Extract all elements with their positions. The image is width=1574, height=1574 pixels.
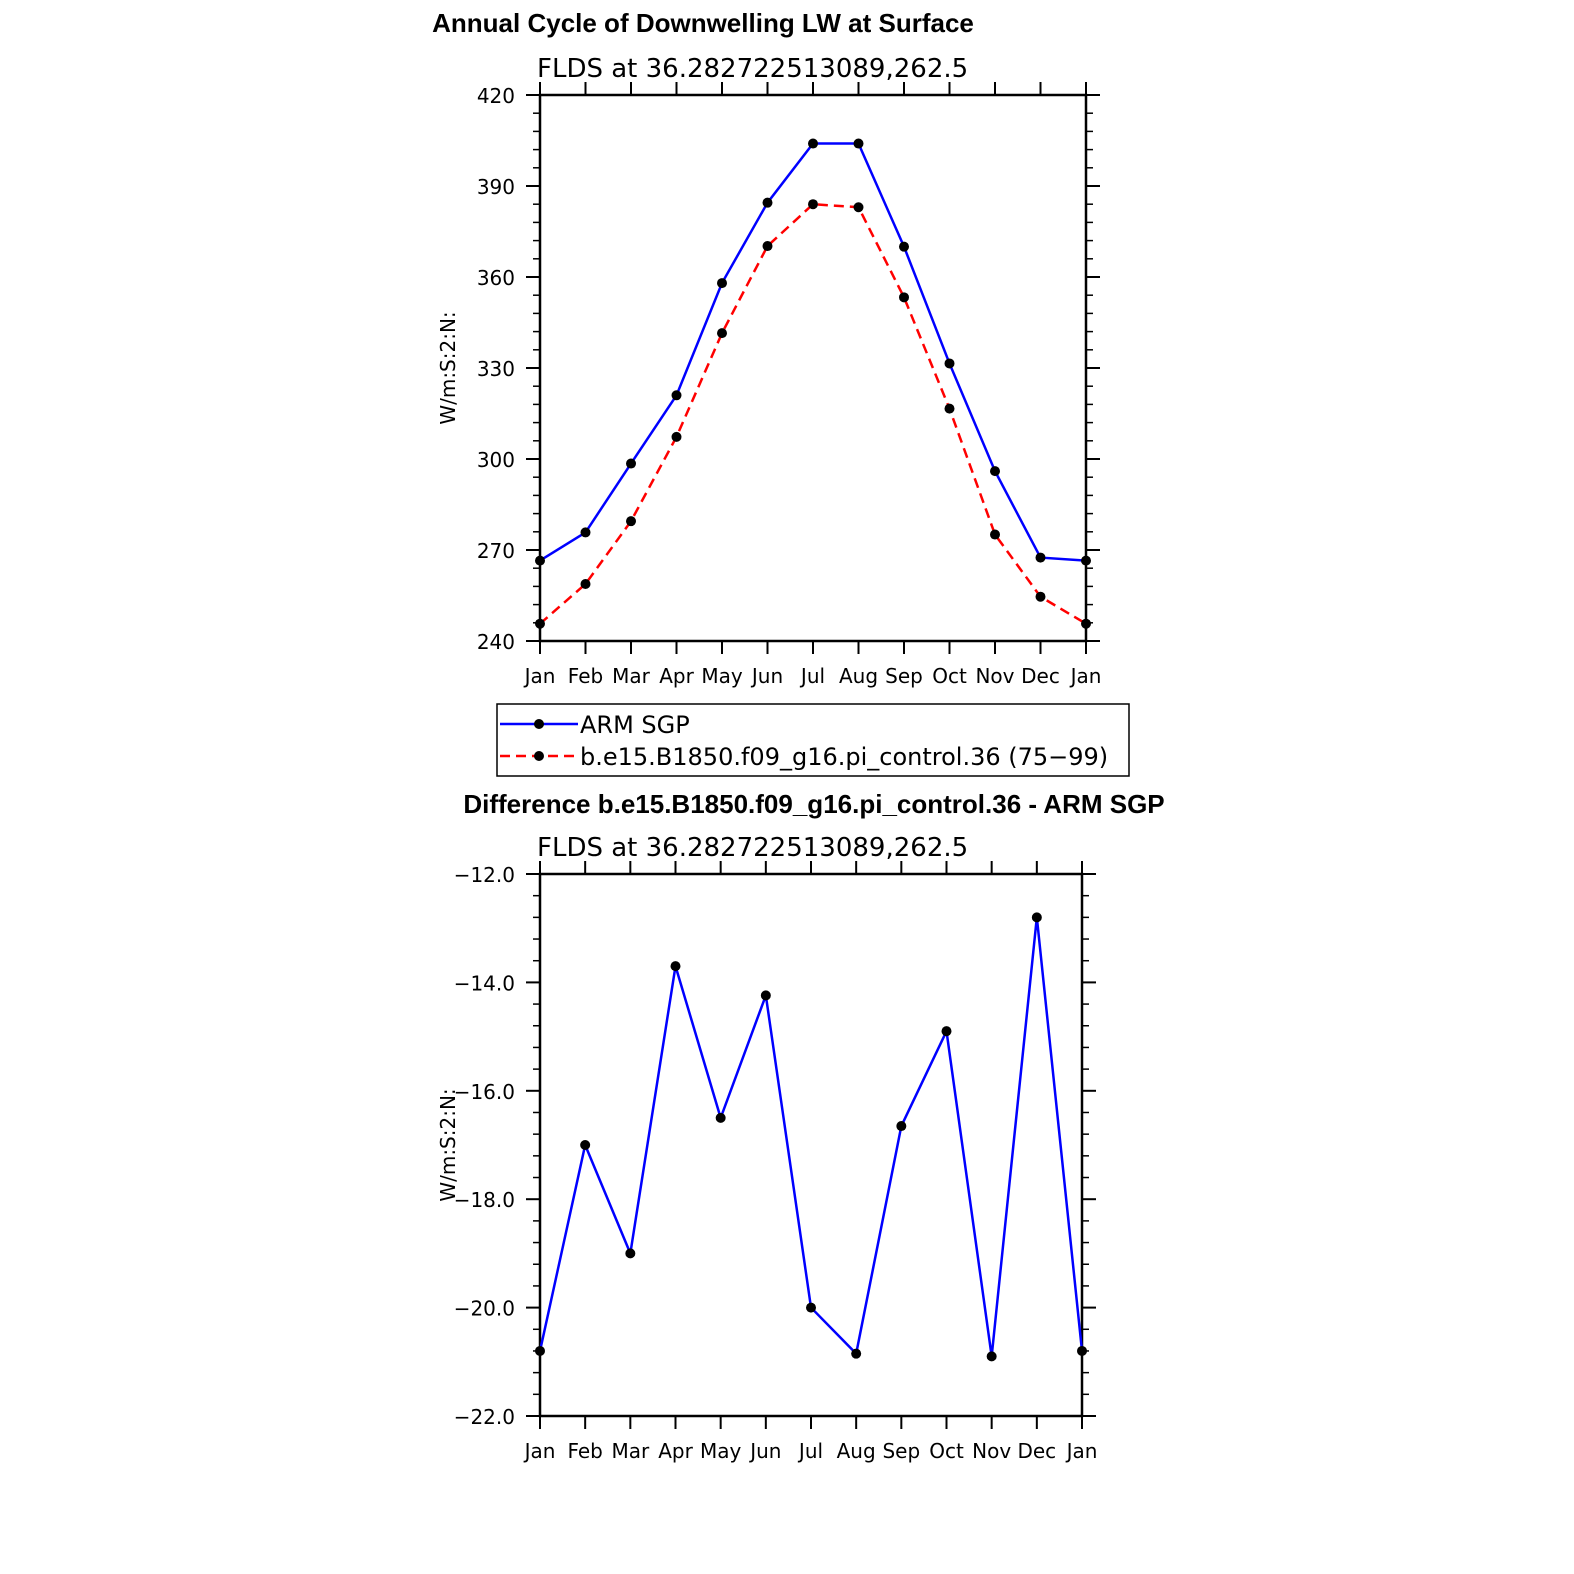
data-point [990, 466, 1000, 477]
data-point [717, 278, 727, 289]
data-point [986, 1351, 997, 1362]
data-point [535, 555, 545, 566]
data-point [671, 431, 682, 442]
data-point [670, 961, 681, 972]
chart-title-annual-cycle: Annual Cycle of Downwelling LW at Surfac… [432, 8, 974, 38]
data-point [715, 1112, 726, 1123]
x-tick-label: Oct [929, 1439, 964, 1463]
data-point [580, 578, 591, 589]
data-point [944, 403, 955, 414]
y-tick-label: −20.0 [454, 1297, 515, 1321]
data-point [762, 241, 773, 252]
x-tick-label: Nov [975, 664, 1014, 688]
x-tick-label: Sep [882, 1439, 920, 1463]
data-point [535, 1345, 545, 1356]
data-point [899, 292, 909, 303]
y-axis-label: W/m:S:2:N: [436, 311, 460, 424]
y-tick-label: 390 [477, 175, 515, 199]
x-tick-label: Jan [1069, 664, 1102, 688]
y-tick-label: −12.0 [454, 863, 515, 887]
y-tick-label: −22.0 [454, 1405, 515, 1429]
x-tick-label: May [700, 1439, 742, 1463]
chart-title-difference: Difference b.e15.B1850.f09_g16.pi_contro… [463, 789, 1165, 819]
data-point [760, 990, 771, 1001]
data-point [671, 390, 682, 401]
data-point [762, 197, 773, 208]
x-tick-label: Jun [750, 664, 783, 688]
x-tick-label: Jan [523, 1439, 556, 1463]
series-line-2 [539, 202, 1087, 625]
data-point [1081, 555, 1091, 566]
x-tick-label: Jun [748, 1439, 781, 1463]
data-point [580, 1140, 591, 1150]
series-line-1 [538, 917, 1084, 1357]
legend-swatch-marker [534, 751, 544, 761]
legend-swatch-marker [534, 719, 544, 729]
legend: ARM SGP b.e15.B1850.f09_g16.pi_control.36… [496, 703, 1130, 777]
y-tick-label: 360 [477, 266, 515, 290]
y-tick-label: −16.0 [454, 1080, 515, 1104]
y-tick-label: 300 [477, 448, 515, 472]
data-point [896, 1121, 907, 1132]
data-point [941, 1026, 952, 1037]
y-tick-label: −18.0 [454, 1188, 515, 1212]
x-tick-label: Mar [612, 664, 651, 688]
data-point [1031, 912, 1042, 923]
data-point [944, 358, 955, 369]
data-point [1077, 1345, 1087, 1356]
data-point [626, 516, 636, 527]
data-point [853, 138, 864, 149]
data-point [535, 618, 545, 629]
data-point [626, 458, 636, 469]
data-point [1081, 618, 1091, 629]
data-point [1035, 552, 1046, 563]
y-tick-label: 270 [477, 539, 515, 563]
x-tick-label: Mar [611, 1439, 650, 1463]
data-point [851, 1348, 862, 1359]
data-point [1035, 591, 1046, 602]
chart-subtitle: FLDS at 36.282722513089,262.5 [537, 54, 968, 84]
x-tick-label: Dec [1021, 664, 1060, 688]
x-tick-label: Feb [567, 1439, 602, 1463]
y-axis-label: W/m:S:2:N: [436, 1088, 460, 1201]
y-tick-label: 240 [477, 630, 515, 654]
data-point [899, 241, 909, 252]
y-tick-label: −14.0 [454, 971, 515, 995]
x-tick-label: Apr [658, 1439, 693, 1463]
x-tick-label: May [701, 664, 743, 688]
chart-annual-cycle: FLDS at 36.282722513089,262.5 W/m:S:2:N: J… [436, 54, 1101, 688]
x-tick-label: Sep [885, 664, 923, 688]
x-tick-label: Jul [799, 664, 825, 688]
x-tick-label: Jan [1065, 1439, 1098, 1463]
data-point [625, 1248, 636, 1259]
x-tick-label: Oct [932, 664, 967, 688]
data-point [717, 328, 727, 339]
x-tick-label: Nov [972, 1439, 1011, 1463]
y-tick-label: 420 [477, 84, 515, 108]
x-tick-label: Feb [568, 664, 603, 688]
y-tick-label: 330 [477, 357, 515, 381]
chart-subtitle: FLDS at 36.282722513089,262.5 [537, 833, 968, 863]
x-tick-label: Aug [837, 1439, 876, 1463]
plot-frame [538, 872, 1084, 1418]
legend-box [496, 703, 1130, 777]
legend-entry-label: ARM SGP [580, 711, 690, 739]
x-tick-label: Apr [659, 664, 694, 688]
x-tick-label: Jan [523, 664, 556, 688]
data-point [806, 1302, 816, 1313]
data-point [808, 138, 818, 149]
data-point [990, 529, 1000, 540]
chart-difference: FLDS at 36.282722513089,262.5 W/m:S:2:N: J… [436, 833, 1097, 1463]
x-tick-label: Aug [839, 664, 878, 688]
plot-frame [538, 93, 1088, 643]
data-point [853, 202, 864, 213]
data-point [580, 527, 591, 538]
x-tick-label: Jul [797, 1439, 823, 1463]
legend-entry-label: b.e15.B1850.f09_g16.pi_control.36 (75−99… [580, 743, 1108, 771]
x-tick-label: Dec [1017, 1439, 1056, 1463]
data-point [808, 199, 818, 210]
